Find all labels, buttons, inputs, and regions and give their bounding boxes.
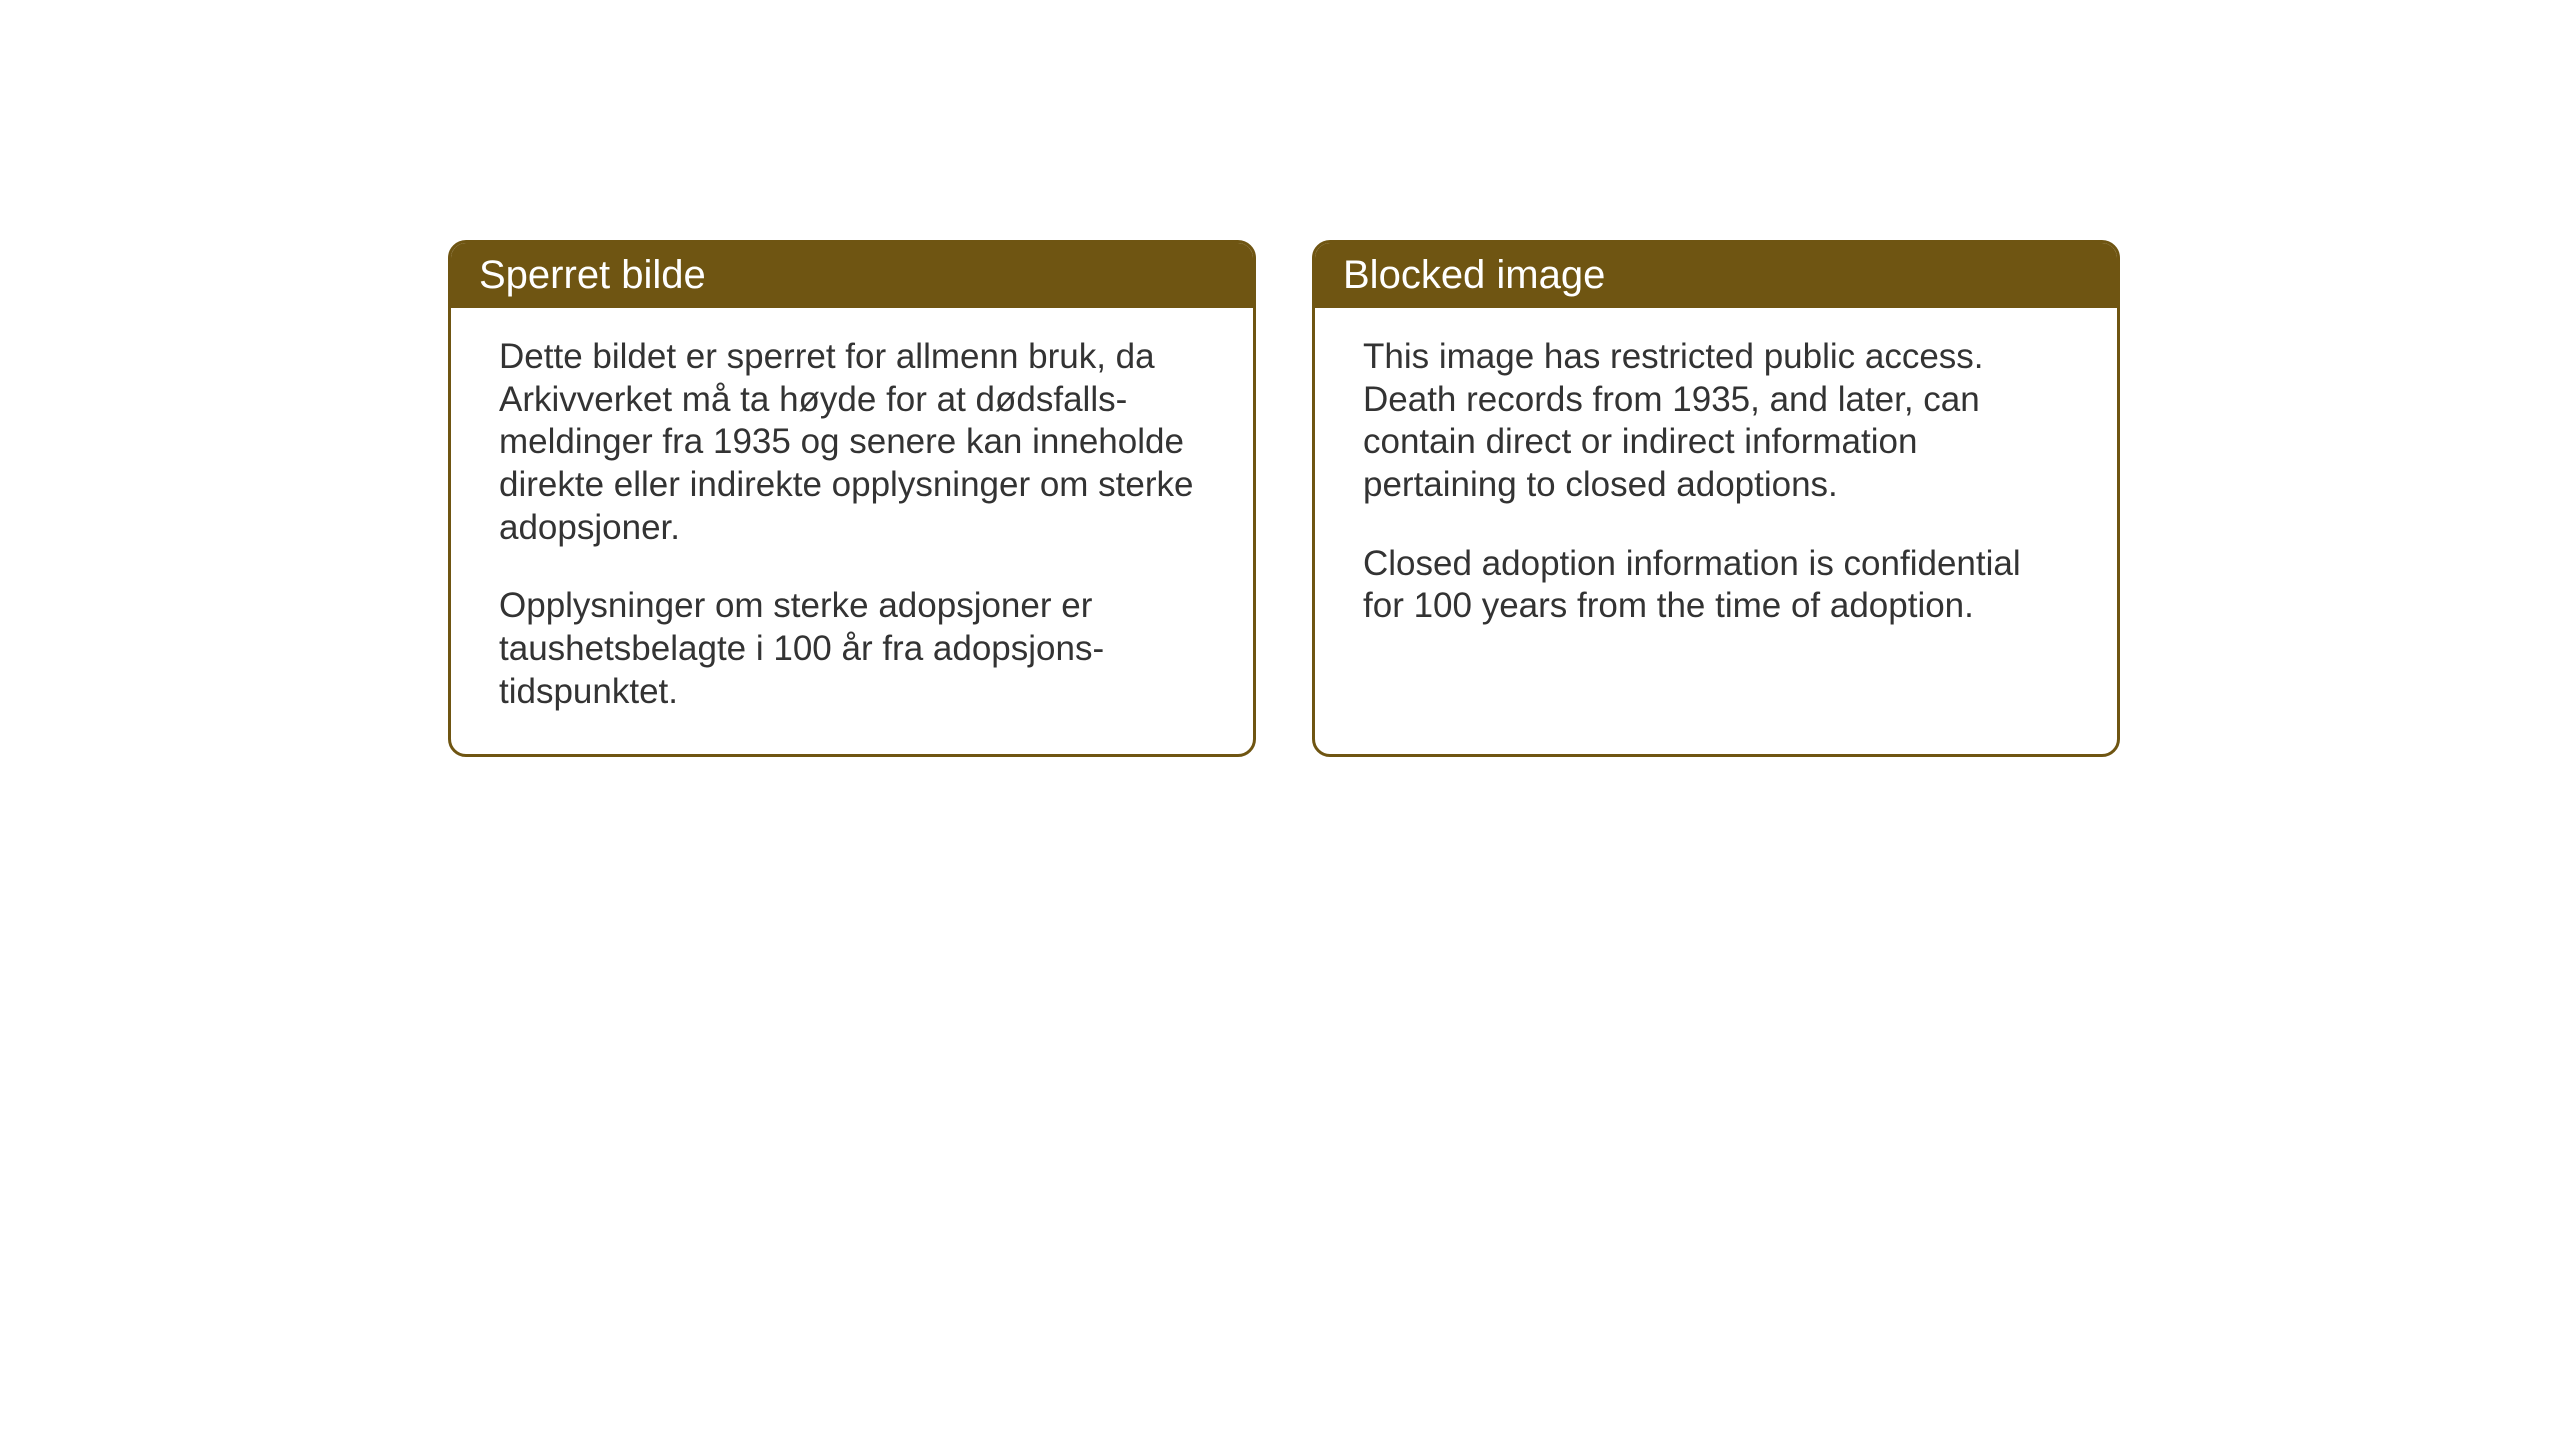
info-box-title-english: Blocked image [1315, 243, 2117, 308]
info-paragraph-1-english: This image has restricted public access.… [1363, 336, 2069, 507]
info-box-body-english: This image has restricted public access.… [1315, 308, 2117, 738]
info-paragraph-2-norwegian: Opplysninger om sterke adopsjoner er tau… [499, 585, 1205, 713]
info-boxes-container: Sperret bilde Dette bildet er sperret fo… [448, 240, 2120, 757]
info-box-norwegian: Sperret bilde Dette bildet er sperret fo… [448, 240, 1256, 757]
info-box-english: Blocked image This image has restricted … [1312, 240, 2120, 757]
info-box-title-norwegian: Sperret bilde [451, 243, 1253, 308]
info-paragraph-1-norwegian: Dette bildet er sperret for allmenn bruk… [499, 336, 1205, 549]
info-paragraph-2-english: Closed adoption information is confident… [1363, 543, 2069, 628]
info-box-body-norwegian: Dette bildet er sperret for allmenn bruk… [451, 308, 1253, 754]
